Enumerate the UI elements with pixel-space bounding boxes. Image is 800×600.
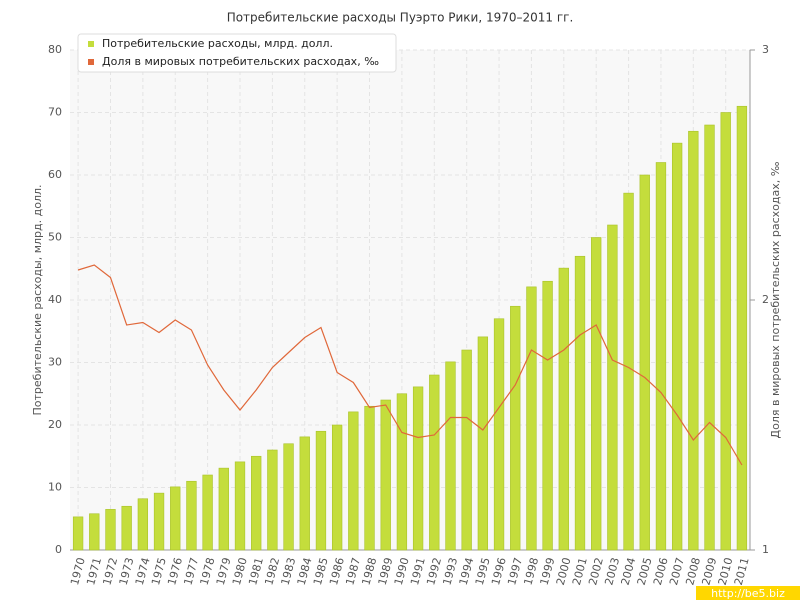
- bar: [574, 255, 586, 551]
- bar: [364, 405, 375, 551]
- watermark-bg: [696, 586, 800, 600]
- bar: [461, 349, 472, 551]
- bar: [331, 424, 343, 551]
- bar: [623, 192, 634, 551]
- y2-tick-label: 1: [762, 543, 769, 556]
- legend-box: [77, 33, 397, 73]
- bar: [445, 361, 456, 551]
- bar: [477, 336, 489, 551]
- watermark: http://be5.biz: [711, 587, 785, 600]
- y-tick-label: 30: [48, 356, 62, 369]
- bar: [542, 280, 553, 551]
- bar: [591, 237, 602, 551]
- bar: [348, 411, 359, 551]
- bar: [72, 516, 84, 551]
- bar: [412, 386, 424, 551]
- y-tick-label: 60: [48, 168, 62, 181]
- bar: [688, 130, 699, 551]
- chart-title: Потребительские расходы Пуэрто Рики, 197…: [227, 11, 574, 25]
- y-axis-label: Потребительские расходы, млрд. долл.: [31, 185, 44, 416]
- y-tick-label: 50: [48, 231, 62, 244]
- bar: [429, 374, 440, 551]
- legend-swatch: [88, 59, 94, 65]
- bar: [655, 162, 667, 551]
- bar: [671, 142, 683, 551]
- y-tick-label: 70: [48, 106, 62, 119]
- bar: [186, 480, 197, 551]
- bar: [493, 318, 505, 551]
- bar: [607, 224, 618, 551]
- bar: [267, 449, 278, 551]
- y-tick-label: 0: [55, 543, 62, 556]
- bar: [558, 267, 569, 551]
- line: [77, 264, 743, 466]
- bar: [105, 509, 116, 551]
- legend-label: Доля в мировых потребительских расходах,…: [102, 55, 379, 68]
- y-tick-label: 40: [48, 293, 62, 306]
- bar: [218, 467, 229, 551]
- legend-swatch: [88, 41, 94, 47]
- y2-tick-label: 2: [762, 293, 769, 306]
- bar: [396, 393, 408, 551]
- bar: [315, 430, 327, 551]
- bar: [251, 455, 262, 551]
- bar: [283, 443, 294, 551]
- legend-label: Потребительские расходы, млрд. долл.: [102, 37, 333, 50]
- bar: [299, 436, 310, 551]
- bar: [137, 498, 149, 551]
- bar: [720, 112, 731, 551]
- bar: [170, 486, 181, 551]
- bar: [526, 286, 537, 551]
- bar: [89, 513, 100, 551]
- bar: [736, 105, 748, 551]
- y2-axis-label: Доля в мировых потребительских расходах,…: [769, 161, 782, 438]
- bar: [202, 474, 213, 551]
- bar: [153, 492, 165, 551]
- y-tick-label: 20: [48, 418, 62, 431]
- y2-tick-label: 3: [762, 43, 769, 56]
- bar: [380, 399, 391, 551]
- bar: [121, 505, 132, 551]
- bar: [234, 461, 246, 551]
- bar: [510, 305, 521, 551]
- y-tick-label: 10: [48, 481, 62, 494]
- bar: [639, 174, 650, 551]
- y-tick-label: 80: [48, 43, 62, 56]
- bar: [704, 124, 715, 551]
